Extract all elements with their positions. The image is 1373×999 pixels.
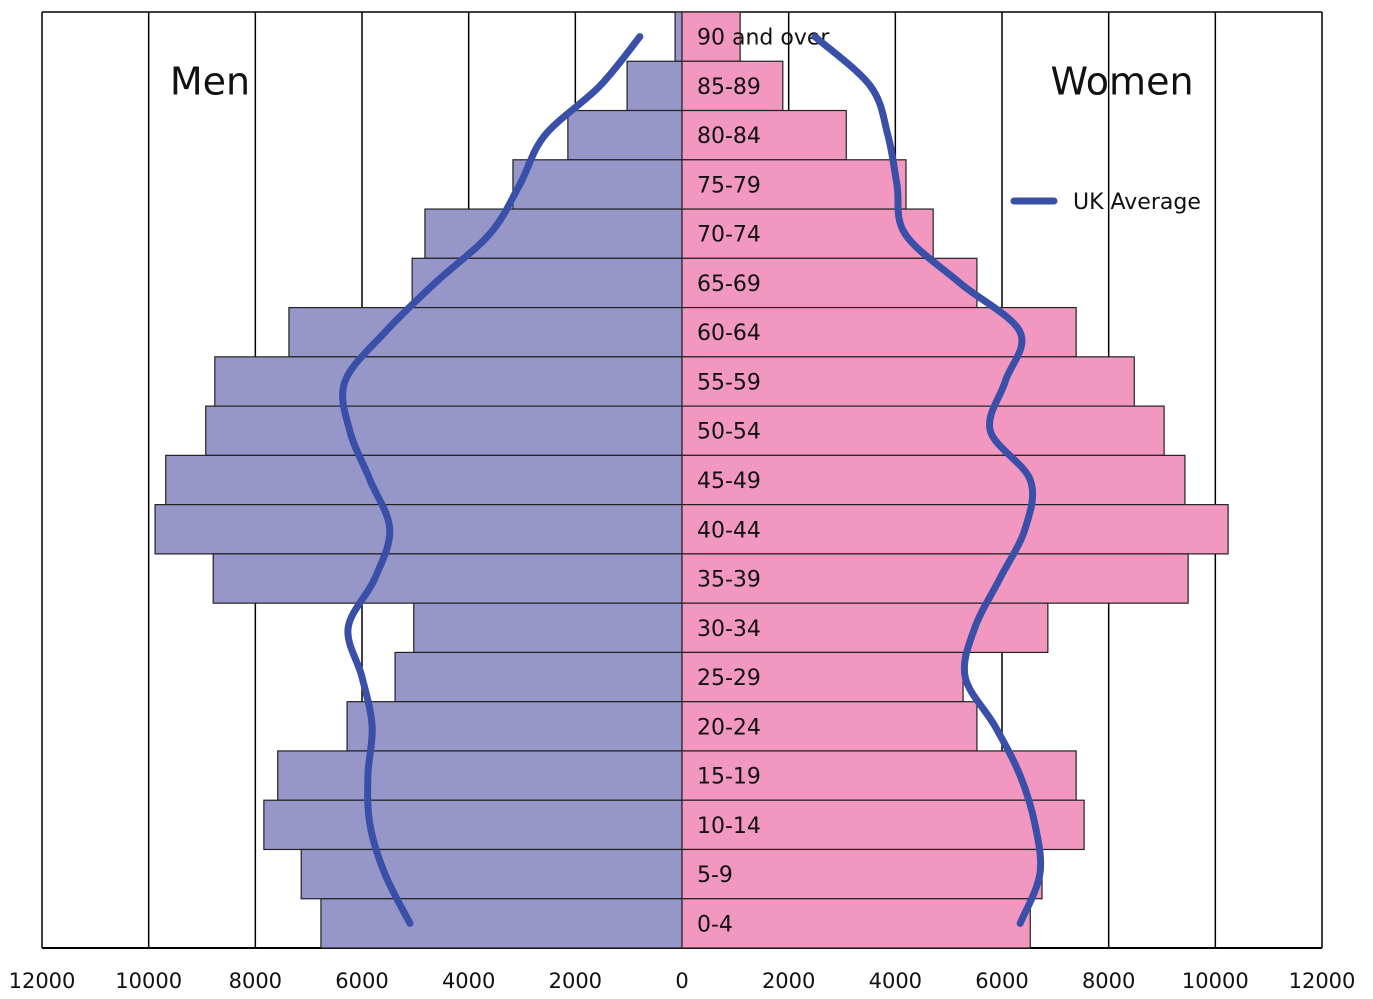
age-label: 15-19 bbox=[697, 765, 761, 790]
age-label: 85-89 bbox=[697, 75, 761, 100]
age-label: 65-69 bbox=[697, 272, 761, 297]
average-line bbox=[811, 33, 1045, 927]
bar bbox=[681, 356, 1135, 407]
age-label: 0-4 bbox=[697, 912, 733, 937]
bar bbox=[300, 848, 683, 900]
bar bbox=[263, 799, 683, 851]
side-label: Women bbox=[1050, 60, 1193, 104]
bar bbox=[154, 504, 683, 555]
age-label: 40-44 bbox=[697, 518, 761, 543]
bar bbox=[681, 898, 1031, 949]
x-tick-label: 0 bbox=[675, 969, 688, 993]
age-label: 90 and over bbox=[697, 26, 830, 51]
age-label: 35-39 bbox=[697, 568, 761, 593]
bar bbox=[512, 159, 683, 210]
age-label: 20-24 bbox=[697, 715, 761, 740]
side-label: Men bbox=[170, 60, 250, 104]
x-tick-label: 6000 bbox=[975, 969, 1028, 993]
age-label: 60-64 bbox=[697, 321, 761, 346]
x-tick-label: 4000 bbox=[869, 969, 922, 993]
x-tick-label: 4000 bbox=[442, 969, 495, 993]
x-tick-label: 8000 bbox=[1082, 969, 1135, 993]
x-tick-label: 12000 bbox=[1289, 969, 1356, 993]
age-label: 70-74 bbox=[697, 223, 761, 248]
bar bbox=[424, 208, 683, 259]
bar bbox=[674, 11, 683, 62]
bar bbox=[394, 651, 683, 703]
bar bbox=[681, 651, 964, 703]
bar bbox=[681, 11, 741, 62]
bar bbox=[681, 602, 1049, 654]
bar bbox=[320, 898, 683, 949]
x-tick-label: 10000 bbox=[115, 969, 182, 993]
bar bbox=[681, 60, 784, 112]
age-label: 30-34 bbox=[697, 617, 761, 642]
bar bbox=[165, 454, 683, 506]
age-label: 55-59 bbox=[697, 370, 761, 395]
bar bbox=[205, 405, 683, 456]
x-tick-label: 2000 bbox=[549, 969, 602, 993]
bar bbox=[567, 109, 683, 161]
average-line bbox=[339, 33, 644, 927]
bar bbox=[288, 306, 683, 358]
bar bbox=[214, 356, 683, 407]
age-label: 80-84 bbox=[697, 124, 761, 149]
age-label: 45-49 bbox=[697, 469, 761, 494]
x-tick-label: 2000 bbox=[762, 969, 815, 993]
x-tick-label: 12000 bbox=[9, 969, 76, 993]
x-tick-label: 8000 bbox=[229, 969, 282, 993]
bar bbox=[681, 504, 1229, 555]
bar bbox=[681, 799, 1085, 851]
bar bbox=[346, 701, 683, 752]
bar bbox=[681, 109, 847, 161]
bar bbox=[626, 60, 683, 112]
age-label: 5-9 bbox=[697, 863, 733, 888]
bar bbox=[212, 553, 683, 604]
legend-label: UK Average bbox=[1073, 190, 1201, 215]
bar bbox=[277, 750, 683, 801]
bar bbox=[681, 553, 1189, 604]
x-tick-label: 6000 bbox=[335, 969, 388, 993]
bar bbox=[413, 602, 683, 654]
age-label: 10-14 bbox=[697, 814, 761, 839]
x-tick-label: 10000 bbox=[1182, 969, 1249, 993]
bar bbox=[681, 257, 978, 309]
bar bbox=[681, 701, 978, 752]
age-label: 25-29 bbox=[697, 666, 761, 691]
bar bbox=[681, 405, 1165, 456]
bar bbox=[681, 848, 1043, 900]
age-label: 75-79 bbox=[697, 173, 761, 198]
bar bbox=[681, 454, 1186, 506]
age-label: 50-54 bbox=[697, 420, 761, 445]
